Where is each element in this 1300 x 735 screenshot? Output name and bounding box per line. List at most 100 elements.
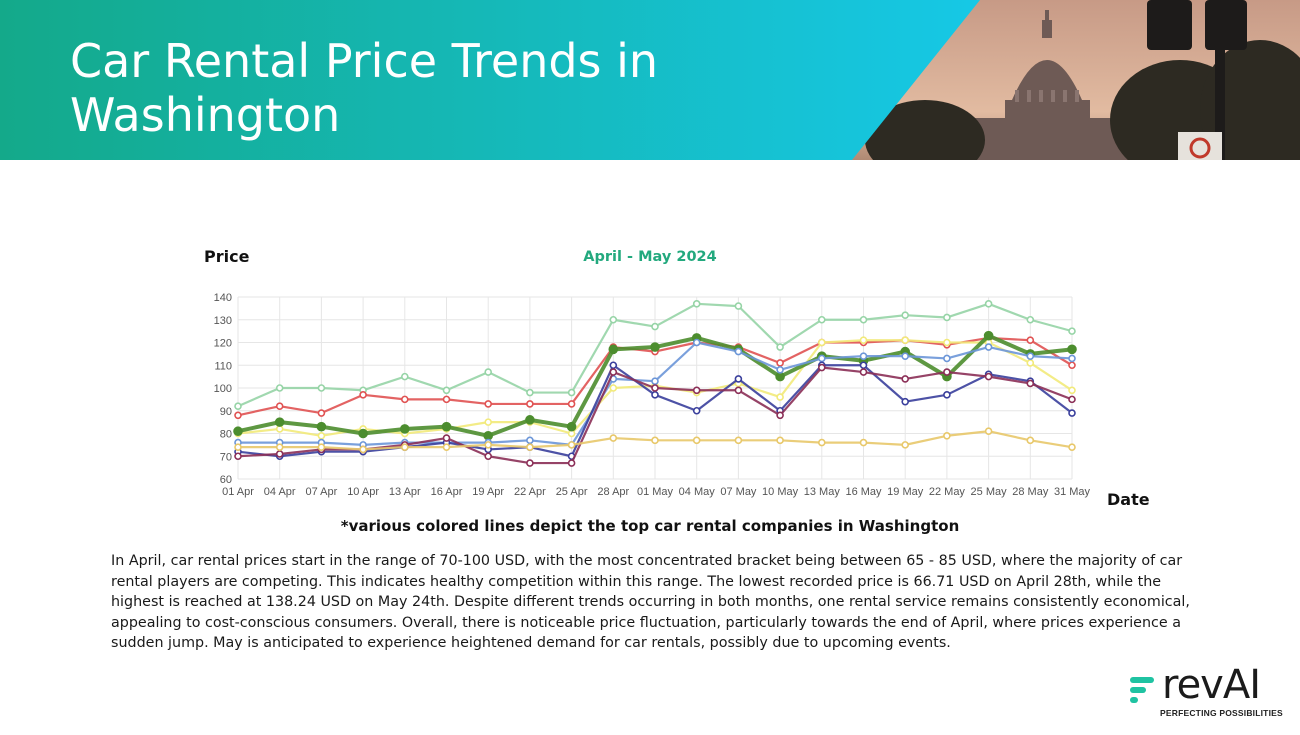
data-point: [608, 344, 619, 355]
price-trend-chart: Price April - May 2024 Date 60 70 80 90 100 1…: [195, 240, 1155, 515]
data-point: [776, 393, 784, 401]
data-point: [1026, 352, 1035, 360]
chart-footnote: *various colored lines depict the top ca…: [340, 517, 960, 535]
data-point: [484, 418, 493, 426]
data-point: [817, 354, 826, 363]
data-point: [442, 386, 451, 395]
data-point: [609, 434, 618, 442]
data-point: [859, 352, 868, 360]
data-point: [316, 421, 327, 432]
data-point: [400, 424, 410, 434]
data-point: [359, 445, 367, 454]
x-tick-label: 28 Apr: [597, 486, 629, 498]
data-point: [651, 322, 659, 331]
data-point: [317, 431, 326, 440]
data-point: [401, 372, 409, 381]
data-point: [567, 441, 576, 449]
reval-logo: revAI PERFECTING POSSIBILITIES: [1128, 663, 1288, 719]
x-tick-label: 28 May: [1012, 486, 1049, 498]
data-point: [692, 300, 701, 308]
data-point: [442, 395, 451, 404]
data-point: [274, 417, 285, 427]
data-point: [1026, 379, 1035, 388]
data-point: [359, 391, 367, 399]
logo-mark-icon: [1130, 677, 1154, 703]
data-point: [943, 431, 951, 440]
data-point: [734, 386, 743, 395]
data-point: [983, 330, 994, 341]
data-point: [984, 343, 993, 351]
data-point: [859, 368, 868, 376]
data-point: [1026, 315, 1035, 324]
data-point: [1068, 409, 1076, 417]
data-point: [567, 388, 576, 397]
data-point: [609, 384, 618, 392]
data-point: [984, 300, 993, 308]
x-tick-label: 16 Apr: [431, 486, 463, 498]
x-tick-label: 25 Apr: [556, 486, 588, 498]
data-point: [317, 443, 326, 451]
data-point: [817, 315, 826, 324]
chart-series: [233, 300, 1077, 467]
data-point: [651, 384, 659, 392]
x-tick-label: 22 May: [929, 486, 966, 498]
y-axis-ticks: 60 70 80 90 100 110 120 130 140: [214, 292, 232, 486]
y-tick-label: 90: [220, 406, 232, 418]
data-point: [734, 302, 743, 310]
data-point: [317, 409, 326, 417]
data-point: [817, 438, 826, 447]
data-point: [1026, 336, 1035, 345]
data-point: [776, 359, 784, 367]
x-tick-label: 25 May: [971, 486, 1008, 498]
y-axis-label: Price: [204, 247, 250, 266]
data-point: [1068, 395, 1076, 404]
data-point: [358, 428, 368, 439]
x-tick-label: 10 May: [762, 486, 799, 498]
data-point: [441, 421, 452, 432]
data-point: [1026, 359, 1035, 367]
data-point: [651, 377, 659, 385]
data-point: [234, 443, 242, 451]
x-tick-label: 07 May: [720, 486, 757, 498]
data-point: [692, 386, 701, 395]
x-tick-label: 04 May: [679, 486, 716, 498]
x-tick-label: 19 May: [887, 486, 924, 498]
data-point: [943, 338, 951, 347]
data-point: [943, 368, 951, 376]
data-point: [692, 406, 701, 415]
data-point: [526, 443, 534, 451]
data-point: [275, 384, 284, 392]
data-point: [1068, 361, 1076, 370]
data-point: [901, 352, 910, 360]
data-point: [566, 421, 577, 432]
data-point: [776, 411, 784, 420]
data-point: [943, 391, 951, 399]
logo-wordmark: revAI: [1162, 662, 1261, 708]
data-point: [484, 441, 493, 449]
data-point: [233, 426, 243, 437]
data-point: [776, 366, 784, 374]
y-tick-label: 130: [214, 315, 232, 327]
data-point: [1067, 344, 1077, 355]
data-point: [775, 371, 785, 382]
data-point: [859, 438, 868, 447]
data-point: [817, 338, 826, 347]
data-point: [734, 347, 743, 356]
x-tick-label: 13 May: [804, 486, 841, 498]
data-point: [234, 452, 242, 461]
data-point: [1068, 443, 1076, 451]
data-point: [817, 363, 826, 372]
data-point: [1026, 436, 1035, 445]
data-point: [692, 436, 701, 445]
data-point: [234, 402, 242, 410]
data-point: [401, 395, 409, 404]
y-tick-label: 80: [220, 429, 232, 441]
data-point: [483, 430, 494, 441]
data-point: [651, 391, 659, 399]
data-point: [525, 415, 535, 425]
data-point: [567, 400, 576, 408]
x-tick-label: 16 May: [845, 486, 882, 498]
x-tick-label: 10 Apr: [347, 486, 379, 498]
page-title: Car Rental Price Trends in Washington: [70, 34, 659, 142]
logo-tagline: PERFECTING POSSIBILITIES: [1160, 708, 1283, 718]
